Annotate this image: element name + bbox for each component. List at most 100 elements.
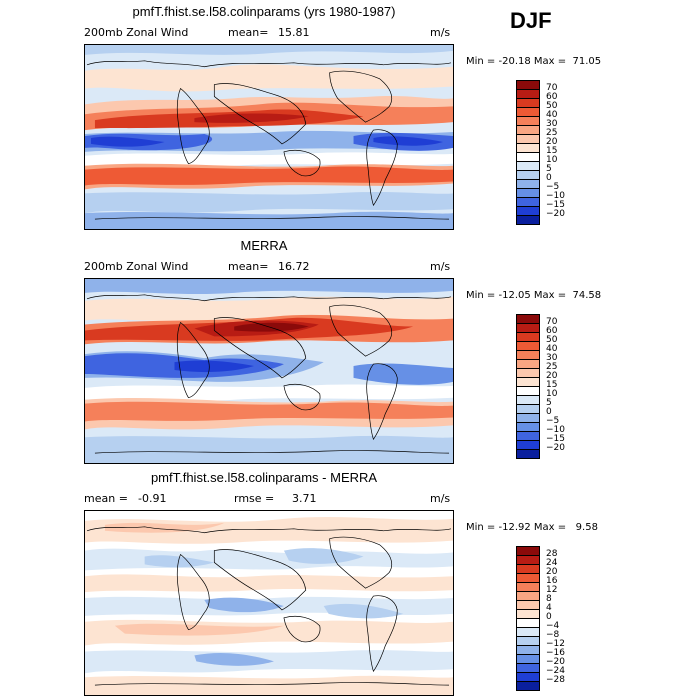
colorbar-swatch <box>516 441 540 450</box>
colorbar-swatch <box>516 673 540 682</box>
colorbar-tick-label: 40 <box>546 110 558 120</box>
colorbar-tick-label: 12 <box>546 585 558 595</box>
colorbar-swatch <box>516 628 540 637</box>
colorbar-tick-label: 10 <box>546 155 558 165</box>
panel1-units: m/s <box>430 26 451 39</box>
panel2-field-label: 200mb Zonal Wind <box>84 260 189 273</box>
colorbar-swatch <box>516 126 540 135</box>
colorbar-tick-label: −15 <box>546 200 565 210</box>
colorbar-swatch <box>516 171 540 180</box>
colorbar-tick-label: 25 <box>546 128 558 138</box>
panel3-minmax: Min = -12.92 Max = 9.58 <box>466 522 598 533</box>
colorbar-swatch <box>516 546 540 556</box>
colorbar-swatch <box>516 153 540 162</box>
colorbar-tick-label: −10 <box>546 425 565 435</box>
season-label: DJF <box>510 8 552 33</box>
colorbar-tick-label: 20 <box>546 567 558 577</box>
panel2-title: MERRA <box>240 238 288 253</box>
colorbar-swatch <box>516 144 540 153</box>
panel2-coastlines <box>86 294 452 454</box>
colorbar-tick-label: 8 <box>546 594 552 604</box>
colorbar-tick-label: −16 <box>546 648 565 658</box>
colorbar-swatch <box>516 135 540 144</box>
colorbar-swatch <box>516 207 540 216</box>
colorbar-swatch <box>516 583 540 592</box>
colorbar-tick-label: 0 <box>546 173 552 183</box>
colorbar-swatch <box>516 80 540 90</box>
colorbar-swatch <box>516 556 540 565</box>
colorbar-tick-label: −4 <box>546 621 560 631</box>
panel3-map <box>84 510 454 696</box>
colorbar-swatch <box>516 396 540 405</box>
colorbar-swatch <box>516 619 540 628</box>
colorbar-swatch <box>516 450 540 459</box>
colorbar-tick-label: −20 <box>546 209 565 219</box>
panel2-mean-value: 16.72 <box>278 260 310 273</box>
colorbar-tick-label: 60 <box>546 326 558 336</box>
panel1-coastlines <box>86 60 452 220</box>
colorbar-swatch <box>516 369 540 378</box>
colorbar-swatch <box>516 405 540 414</box>
colorbar-tick-label: 25 <box>546 362 558 372</box>
colorbar-swatch <box>516 162 540 171</box>
colorbar-swatch <box>516 198 540 207</box>
panel1-field-label: 200mb Zonal Wind <box>84 26 189 39</box>
colorbar-swatch <box>516 378 540 387</box>
panel3-rmse-label: rmse = <box>234 492 275 505</box>
panel1-map <box>84 44 454 230</box>
colorbar-swatch <box>516 637 540 646</box>
colorbar-swatch <box>516 351 540 360</box>
colorbar-tick-label: 20 <box>546 137 558 147</box>
panel1-mean-value: 15.81 <box>278 26 310 39</box>
colorbar-tick-label: 4 <box>546 603 552 613</box>
colorbar-tick-label: −10 <box>546 191 565 201</box>
panel3-title: pmfT.fhist.se.l58.colinparams - MERRA <box>150 470 378 485</box>
colorbar-swatch <box>516 333 540 342</box>
colorbar-tick-label: 16 <box>546 576 558 586</box>
colorbar-tick-label: 20 <box>546 371 558 381</box>
colorbar-tick-label: −5 <box>546 416 560 426</box>
panel2-mean-label: mean= <box>228 260 269 273</box>
panel3-units: m/s <box>430 492 451 505</box>
panel1-mean-label: mean= <box>228 26 269 39</box>
panel2-minmax: Min = -12.05 Max = 74.58 <box>466 290 602 301</box>
colorbar-swatch <box>516 360 540 369</box>
colorbar-tick-label: 0 <box>546 407 552 417</box>
colorbar-tick-label: 28 <box>546 549 558 559</box>
colorbar-tick-label: 60 <box>546 92 558 102</box>
panel3-contours <box>85 516 453 695</box>
colorbar-swatch <box>516 99 540 108</box>
colorbar-swatch <box>516 216 540 225</box>
colorbar-swatch <box>516 189 540 198</box>
colorbar-tick-label: 70 <box>546 317 558 327</box>
colorbar-swatch <box>516 414 540 423</box>
panel1-contours <box>85 45 453 229</box>
colorbar-tick-label: 5 <box>546 398 552 408</box>
panel1-minmax: Min = -20.18 Max = 71.05 <box>466 56 602 67</box>
colorbar-tick-label: −8 <box>546 630 560 640</box>
colorbar-swatch <box>516 90 540 99</box>
colorbar-tick-label: 10 <box>546 389 558 399</box>
colorbar-tick-label: 30 <box>546 353 558 363</box>
colorbar-swatch <box>516 342 540 351</box>
colorbar-tick-label: −24 <box>546 666 565 676</box>
colorbar-swatch <box>516 565 540 574</box>
panel2-units: m/s <box>430 260 451 273</box>
colorbar-tick-label: 30 <box>546 119 558 129</box>
colorbar-swatch <box>516 108 540 117</box>
panel2-contours <box>85 279 453 463</box>
colorbar-tick-label: 50 <box>546 101 558 111</box>
colorbar-swatch <box>516 117 540 126</box>
panel2-colorbar <box>516 314 540 459</box>
colorbar-tick-label: −20 <box>546 657 565 667</box>
colorbar-swatch <box>516 314 540 324</box>
colorbar-swatch <box>516 324 540 333</box>
panel3-colorbar <box>516 546 540 691</box>
panel3-coastlines <box>86 526 452 686</box>
colorbar-swatch <box>516 180 540 189</box>
colorbar-tick-label: 5 <box>546 164 552 174</box>
colorbar-swatch <box>516 682 540 691</box>
colorbar-swatch <box>516 664 540 673</box>
colorbar-tick-label: 40 <box>546 344 558 354</box>
colorbar-swatch <box>516 592 540 601</box>
